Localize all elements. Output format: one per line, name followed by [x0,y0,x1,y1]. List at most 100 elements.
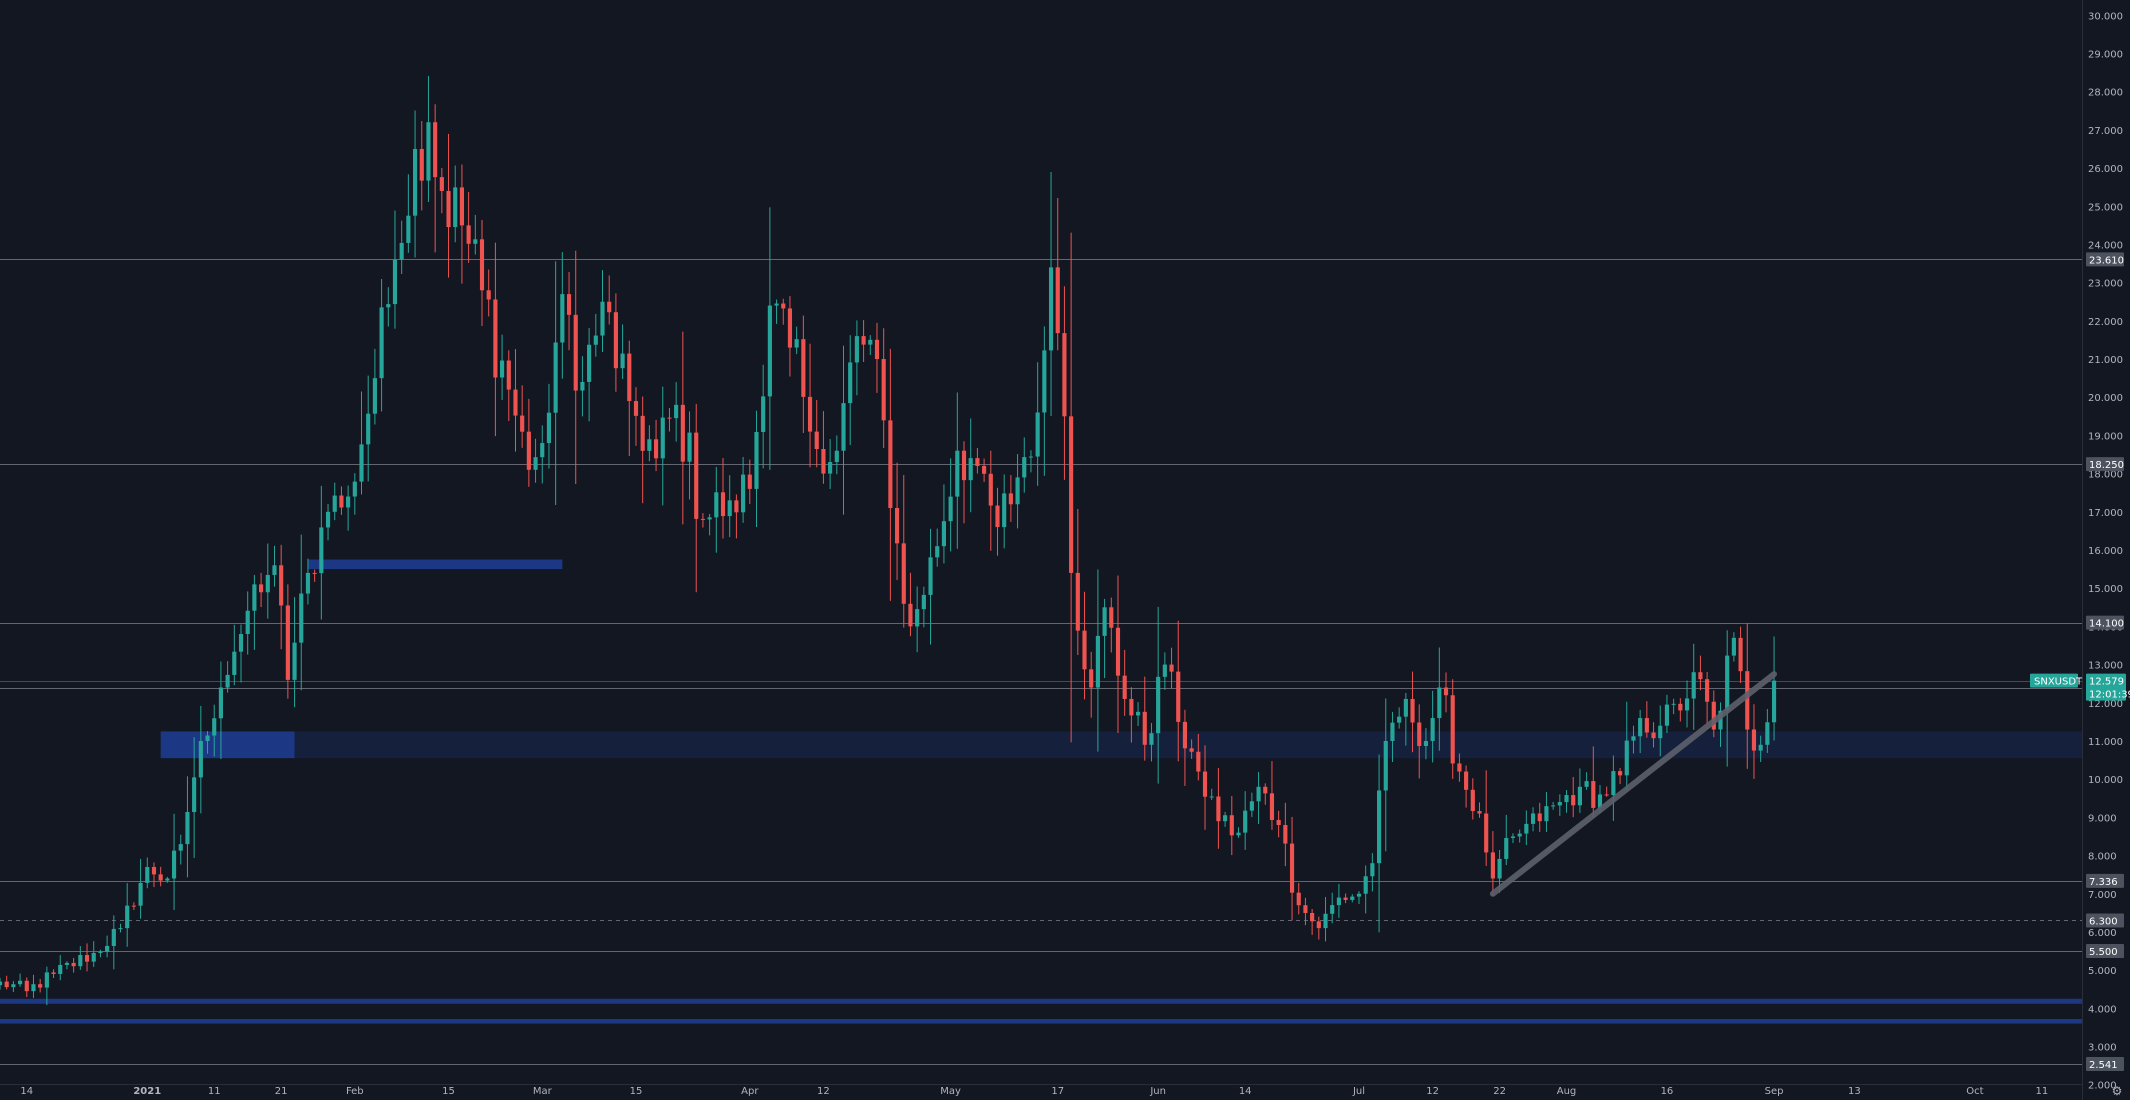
candle-body [828,462,833,474]
candle-body [1390,722,1395,741]
candle-body [647,439,652,451]
candle-body [794,339,799,348]
candle-body [252,584,257,611]
candle-body [1597,794,1603,808]
candle-body [1202,771,1208,797]
candle-body [627,353,632,402]
candle-body [560,294,565,343]
candle-body [419,148,424,181]
candle-body [1028,456,1034,458]
candle-body [961,450,967,481]
time-tick-label: 15 [442,1086,455,1097]
price-tick-label: 6.000 [2088,928,2117,939]
candle-body [312,572,317,574]
candle-body [1651,732,1656,739]
candle-body [500,360,505,378]
candle-body [1303,905,1308,913]
candle-body [1524,823,1529,834]
candle-body [1089,669,1094,688]
candle-body [633,401,639,416]
candle-body [18,980,23,985]
time-tick-label: Feb [346,1086,364,1097]
level-layer [0,259,2082,1065]
candle-body [1323,913,1328,929]
candle-body [138,882,143,906]
candle-body [1410,698,1415,723]
price-tick-label: 5.000 [2088,966,2117,977]
candle-body [1397,716,1402,723]
support-zone [0,1019,2082,1024]
candle-body [888,420,893,508]
candle-body [1671,703,1676,705]
candle-body [1504,837,1509,859]
candle-body [1571,795,1576,806]
candle-body [98,951,103,953]
candle-body [727,500,732,517]
level-price-tag [2086,615,2124,630]
candle-body [1363,876,1368,894]
candle-body [1517,833,1522,837]
candle-body [1577,786,1582,806]
candle-body [1129,698,1134,716]
candle-body [272,565,277,575]
candle-body [1062,333,1067,417]
candle-body [1530,813,1536,824]
time-tick-label: 15 [630,1086,643,1097]
trendline-layer [1489,671,1778,897]
level-price-tag-label: 23.610 [2089,255,2124,266]
candle-body [352,481,357,497]
candle-body [399,242,404,260]
candle-body [192,777,197,813]
candle-body [305,572,311,594]
candle-body [968,458,973,481]
candle-body [868,339,873,345]
candle-body [1698,672,1703,680]
candle-body [1731,637,1736,656]
candle-body [446,190,451,228]
candle-body [1604,794,1609,796]
candle-body [1477,811,1482,814]
time-tick-label: 21 [275,1086,288,1097]
price-tick-label: 26.000 [2088,164,2123,175]
candle-body [720,492,726,517]
candle-body [1182,721,1188,749]
candle-body [1316,921,1321,929]
candle-body [433,122,438,178]
candle-body [781,303,786,309]
candle-body [51,972,56,974]
candle-layer [0,75,1777,1006]
candle-body [1484,813,1489,853]
candle-body [667,417,672,419]
candle-body [486,290,491,300]
candle-body [1678,703,1683,711]
candle-body [754,431,759,489]
candle-body [921,594,926,610]
candle-body [1082,630,1087,670]
candle-body [479,239,485,291]
candle-body [1102,607,1107,636]
settings-gear-icon: ⚙ [2112,1084,2123,1098]
candle-body [118,928,123,930]
candle-body [1564,795,1569,803]
candle-body [1263,786,1268,794]
candle-body [279,565,284,606]
candle-body [285,605,290,680]
time-tick-label: Jun [1149,1086,1166,1097]
candle-body [265,574,270,593]
price-tick-label: 16.000 [2088,546,2123,557]
price-tick-label: 30.000 [2088,11,2123,22]
candle-body [941,521,947,547]
candle-body [493,299,498,378]
candle-body [533,457,538,470]
price-tick-label: 12.000 [2088,699,2123,710]
candle-body [1551,805,1556,807]
price-tick-label: 24.000 [2088,240,2123,251]
candle-body [640,415,645,451]
candle-body [439,177,444,191]
price-tick-label: 11.000 [2088,737,2123,748]
candle-body [653,439,659,459]
candle-body [915,609,920,627]
